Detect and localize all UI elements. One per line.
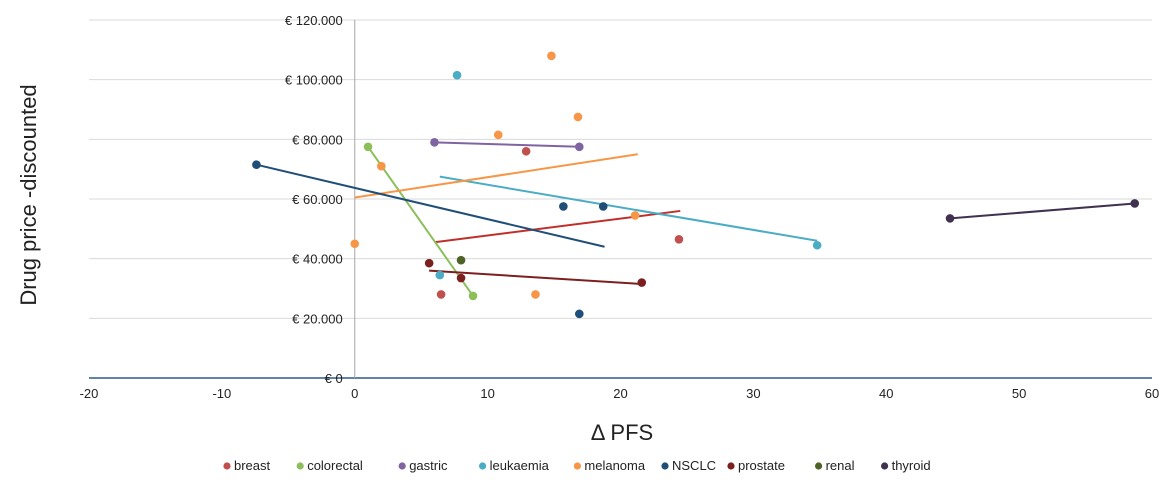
data-point-nsclc xyxy=(252,160,261,169)
data-point-melanoma xyxy=(350,239,360,249)
x-tick-label: -10 xyxy=(212,386,231,401)
x-tick-label: 50 xyxy=(1012,386,1026,401)
trendline-colorectal xyxy=(367,146,474,297)
gridlines xyxy=(89,19,1152,319)
y-tick-label: € 100.000 xyxy=(285,73,343,88)
data-point-prostate xyxy=(637,278,647,287)
legend-label: NSCLC xyxy=(672,458,716,473)
legend-label: prostate xyxy=(738,458,785,473)
data-point-melanoma xyxy=(573,112,583,122)
data-point-leukaemia xyxy=(452,70,462,80)
legend-marker xyxy=(573,462,582,470)
legend-label: melanoma xyxy=(584,458,645,473)
legend-item-renal: renal xyxy=(815,458,855,473)
data-point-leukaemia xyxy=(812,240,822,250)
x-axis-title: Δ PFS xyxy=(591,420,653,445)
data-points xyxy=(252,51,1140,319)
data-point-leukaemia xyxy=(435,270,445,280)
legend-marker xyxy=(223,462,231,470)
legend-label: leukaemia xyxy=(490,458,550,473)
x-tick-label: -20 xyxy=(80,386,99,401)
data-point-renal xyxy=(456,255,466,265)
trendline-prostate xyxy=(429,269,642,286)
legend-marker xyxy=(479,462,487,470)
legend-item-prostate: prostate xyxy=(727,458,785,473)
legend-item-nsclc: NSCLC xyxy=(661,458,716,473)
x-tick-label: 0 xyxy=(351,386,358,401)
trendline-melanoma xyxy=(354,153,638,199)
x-tick-label: 10 xyxy=(480,386,494,401)
legend-marker xyxy=(661,462,669,470)
x-tick-label: 30 xyxy=(746,386,760,401)
data-point-breast xyxy=(436,290,446,299)
legend-item-colorectal: colorectal xyxy=(296,458,363,473)
data-point-thyroid xyxy=(1130,199,1140,208)
data-point-gastric xyxy=(430,138,439,147)
axes xyxy=(89,20,1152,379)
data-point-melanoma xyxy=(377,161,386,171)
legend-item-thyroid: thyroid xyxy=(881,458,931,473)
data-point-nsclc xyxy=(559,202,568,211)
legend-item-breast: breast xyxy=(223,458,271,473)
y-tick-label: € 40.000 xyxy=(292,252,343,267)
data-point-gastric xyxy=(575,142,584,152)
data-point-melanoma xyxy=(630,211,640,220)
legend-item-leukaemia: leukaemia xyxy=(479,458,550,473)
trendline-gastric xyxy=(434,141,580,148)
trendlines xyxy=(256,141,1135,297)
data-point-prostate xyxy=(456,273,466,283)
tick-labels: € 0 € 20.000 € 40.000 € 60.000 € 80.000 € 100… xyxy=(80,13,1160,401)
legend-marker xyxy=(296,462,304,470)
data-point-melanoma xyxy=(493,130,503,140)
legend-marker xyxy=(881,462,889,470)
legend-label: renal xyxy=(826,458,855,473)
legend-marker xyxy=(727,462,735,470)
x-tick-label: 40 xyxy=(879,386,893,401)
legend-label: thyroid xyxy=(892,458,931,473)
legend-label: colorectal xyxy=(307,458,363,473)
y-tick-label: € 120.000 xyxy=(285,13,343,28)
trendline-nsclc xyxy=(256,163,605,248)
legend-label: gastric xyxy=(409,458,448,473)
y-tick-label: € 60.000 xyxy=(292,192,343,207)
y-axis-title: Drug price -discounted xyxy=(16,84,41,305)
data-point-melanoma xyxy=(531,290,540,299)
legend-marker xyxy=(398,462,406,470)
data-point-nsclc xyxy=(598,202,608,211)
y-tick-label: € 0 xyxy=(325,371,343,386)
y-tick-label: € 20.000 xyxy=(292,311,343,326)
legend-item-gastric: gastric xyxy=(398,458,448,473)
legend-label: breast xyxy=(234,458,271,473)
data-point-breast xyxy=(674,234,684,244)
legend-marker xyxy=(815,462,823,470)
y-tick-label: € 80.000 xyxy=(292,132,343,147)
data-point-nsclc xyxy=(575,309,584,319)
data-point-breast xyxy=(521,146,531,156)
trendline-leukaemia xyxy=(439,175,818,242)
data-point-melanoma xyxy=(547,51,556,61)
trendline-thyroid xyxy=(949,202,1135,220)
x-tick-label: 20 xyxy=(613,386,627,401)
x-tick-label: 60 xyxy=(1145,386,1159,401)
legend: breast colorectal gastric leukaemia melanoma… xyxy=(223,458,931,473)
legend-item-melanoma: melanoma xyxy=(573,458,646,473)
data-point-colorectal xyxy=(363,142,373,152)
data-point-prostate xyxy=(424,258,434,268)
data-point-colorectal xyxy=(468,291,478,301)
data-point-thyroid xyxy=(945,214,955,223)
